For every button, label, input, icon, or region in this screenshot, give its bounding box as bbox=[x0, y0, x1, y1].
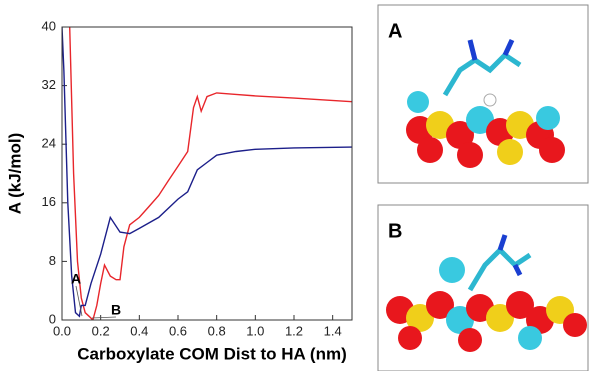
panel-b-art bbox=[378, 205, 588, 371]
x-tick-label: 0.6 bbox=[169, 323, 187, 338]
x-tick-label: 0.0 bbox=[53, 323, 71, 338]
y-tick-label: 16 bbox=[42, 194, 56, 209]
x-axis-label: Carboxylate COM Dist to HA (nm) bbox=[77, 344, 347, 363]
y-tick-label: 40 bbox=[42, 18, 56, 33]
y-tick-label: 24 bbox=[42, 136, 56, 151]
x-tick-label: 0.2 bbox=[92, 323, 110, 338]
x-tick-label: 1.2 bbox=[285, 323, 303, 338]
series-line bbox=[70, 27, 352, 320]
figure: 08162432400.00.20.40.60.81.01.21.4A (kJ/… bbox=[0, 0, 595, 371]
panel-a-art bbox=[378, 5, 588, 183]
y-tick-label: 32 bbox=[42, 77, 56, 92]
x-tick-label: 0.4 bbox=[130, 323, 148, 338]
y-axis-label: A (kJ/mol) bbox=[5, 133, 24, 215]
x-tick-label: 1.4 bbox=[324, 323, 342, 338]
plot-frame bbox=[62, 27, 352, 320]
x-tick-label: 1.0 bbox=[246, 323, 264, 338]
series-line bbox=[62, 27, 352, 316]
x-tick-label: 0.8 bbox=[208, 323, 226, 338]
y-tick-label: 8 bbox=[49, 253, 56, 268]
panel-label: A bbox=[388, 20, 402, 42]
annotation: B bbox=[111, 302, 121, 318]
panel-label: B bbox=[388, 220, 402, 242]
annotation: A bbox=[71, 271, 81, 287]
